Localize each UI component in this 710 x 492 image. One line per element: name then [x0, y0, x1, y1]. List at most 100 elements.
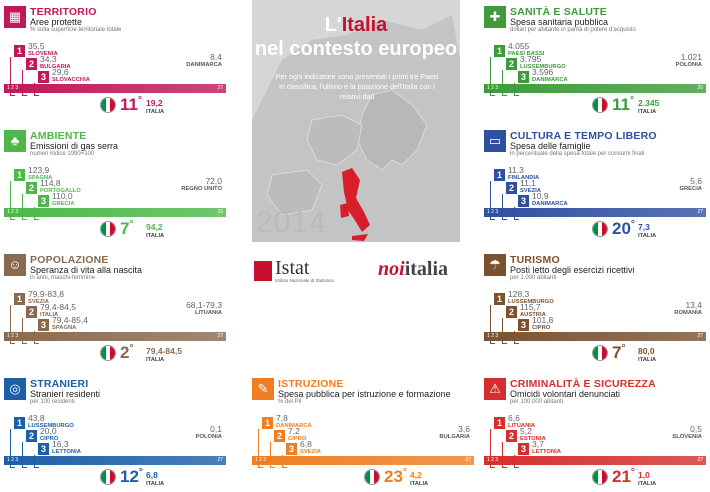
- panel-subtitle: Spesa pubblica per istruzione e formazio…: [278, 389, 451, 399]
- panel-title: SANITÀ E SALUTE: [510, 6, 607, 18]
- italy-flag-icon: [100, 97, 116, 113]
- rank-value: 4.055: [508, 41, 530, 51]
- rank-country: GRECIA: [52, 201, 75, 207]
- last-country-block: 8,4 DANIMARCA: [186, 52, 222, 68]
- panel-note: dollari per abitante in parità di potere…: [510, 27, 636, 33]
- rank-value: 6,8: [300, 439, 312, 449]
- rank-value: 115,7: [520, 302, 541, 312]
- rank-country: SVEZIA: [520, 188, 541, 194]
- rank-value: 7,8: [276, 413, 288, 423]
- last-country-block: 72,0 REGNO UNITO: [181, 176, 222, 192]
- rank-badge: 3: [38, 71, 49, 83]
- rank-badge: 1: [14, 169, 25, 181]
- rank-leader: [490, 57, 495, 96]
- panel-subtitle: Stranieri residenti: [30, 389, 101, 399]
- rank-country: DANIMARCA: [276, 423, 312, 429]
- rank-leader: [22, 442, 27, 468]
- ranking-bar: 1 2 3 27: [4, 332, 226, 341]
- ranking-bar: 1 2 3 15: [4, 208, 226, 217]
- italy-label: ITALIA: [638, 233, 657, 239]
- italy-value: 80,0: [638, 346, 655, 356]
- rank-leader: [258, 429, 263, 468]
- ranking-bar: 1 2 3 27: [252, 456, 474, 465]
- rank-badge: 1: [494, 45, 505, 57]
- ranking-bar: 1 2 3 27: [484, 208, 706, 217]
- last-country-block: 68,1-79,3 LITUANIA: [186, 300, 222, 316]
- rank-badge: 2: [26, 306, 37, 318]
- rank-value: 7,2: [288, 426, 300, 436]
- rank-value: 29,6: [52, 67, 69, 77]
- ranking-bar: 1 2 3 27: [4, 456, 226, 465]
- health-cross-icon: ✚: [484, 6, 506, 28]
- rank-badge: 3: [38, 319, 49, 331]
- istat-logo: Istat Istituto Nazionale di Statistica: [254, 258, 335, 283]
- people-icon: ☺: [4, 254, 26, 276]
- panel-subtitle: Speranza di vita alla nascita: [30, 265, 143, 275]
- italy-rank: 23°: [384, 467, 407, 486]
- ranking-bar: 1 2 3 27: [4, 84, 226, 93]
- rank-badge: 1: [494, 417, 505, 429]
- year-label: 2014: [256, 206, 327, 239]
- rank-leader: [490, 181, 495, 220]
- europe-map: [252, 15, 460, 242]
- panel-note: in percentuale della spesa totale per co…: [510, 151, 645, 157]
- rank-badge: 1: [494, 169, 505, 181]
- panel-6: ✚ SANITÀ E SALUTE Spesa sanitaria pubblica…: [484, 6, 706, 118]
- italy-label: ITALIA: [146, 481, 165, 487]
- rank-value: 35,5: [28, 41, 45, 51]
- rank-value: 11,1: [520, 178, 536, 188]
- italy-rank: 7°: [120, 219, 134, 238]
- rank-value: 79,4-84,5: [40, 302, 76, 312]
- panel-note: in anni, maschi-femmine: [30, 275, 96, 281]
- monitor-icon: ▭: [484, 130, 506, 152]
- rank-value: 10,9: [532, 191, 549, 201]
- italy-value: 4,2: [410, 470, 422, 480]
- rank-leader: [22, 70, 27, 96]
- panel-4: ◎ STRANIERI Stranieri residenti per 100 res…: [4, 378, 226, 490]
- rank-country: LETTONIA: [52, 449, 81, 455]
- last-country-block: 1.021 POLONIA: [675, 52, 702, 68]
- rank-value: 20,0: [40, 426, 57, 436]
- italy-rank: 2°: [120, 343, 134, 362]
- rank-country: LITUANIA: [508, 423, 536, 429]
- rank-badge: 2: [506, 306, 517, 318]
- rank-leader: [22, 318, 27, 344]
- panel-title: AMBIENTE: [30, 130, 87, 142]
- rank-value: 16,3: [52, 439, 69, 449]
- rank-badge: 2: [506, 182, 517, 194]
- teacher-icon: ✎: [252, 378, 274, 400]
- rank-badge: 2: [274, 430, 285, 442]
- rank-value: 6,6: [508, 413, 520, 423]
- italy-label: ITALIA: [638, 357, 657, 363]
- italy-label: ITALIA: [638, 109, 657, 115]
- rank-country: LUSSEMBURGO: [508, 299, 554, 305]
- panel-8: ☂ TURISMO Posti letto degli esercizi ricet…: [484, 254, 706, 366]
- center-title: L'Italia: [324, 14, 388, 36]
- rank-leader: [10, 305, 15, 344]
- italy-label: ITALIA: [638, 481, 657, 487]
- panel-subtitle: Spesa delle famiglie: [510, 141, 591, 151]
- panel-subtitle: Omicidi volontari denunciati: [510, 389, 621, 399]
- italy-flag-icon: [592, 97, 608, 113]
- rank-country: SLOVENIA: [28, 51, 58, 57]
- rank-country: ITALIA: [40, 312, 59, 318]
- italy-rank: 11°: [120, 95, 142, 114]
- italy-flag-icon: [592, 469, 608, 485]
- rank-value: 3.795: [520, 54, 542, 64]
- rank-badge: 1: [494, 293, 505, 305]
- rank-value: 3,7: [532, 439, 544, 449]
- noi-italia-logo: noiitalia: [378, 258, 449, 280]
- center-description: Per ogni indicatore sono presentati i pr…: [275, 72, 439, 101]
- rank-value: 110,0: [52, 191, 73, 201]
- rank-country: DANIMARCA: [532, 201, 568, 207]
- rank-country: PORTOGALLO: [40, 188, 81, 194]
- ranking-bar: 1 2 3 27: [484, 332, 706, 341]
- panel-note: numeri indice 1990=100: [30, 151, 95, 157]
- panel-note: per 100 residenti: [30, 399, 75, 405]
- rank-badge: 3: [38, 195, 49, 207]
- rank-leader: [502, 318, 507, 344]
- panel-subtitle: Emissioni di gas serra: [30, 141, 119, 151]
- panel-note: % sulla superficie territoriale totale: [30, 27, 122, 33]
- rank-value: 43,8: [28, 413, 45, 423]
- center-map-block: L'Italia nel contesto europeo Per ogni i…: [252, 0, 460, 242]
